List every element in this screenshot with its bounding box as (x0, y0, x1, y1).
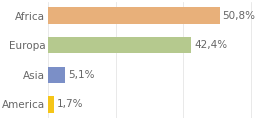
Bar (48, 67, 65, 83)
Bar (48, 7, 220, 24)
Text: 5,1%: 5,1% (68, 70, 94, 80)
Bar (48, 96, 54, 113)
Text: 42,4%: 42,4% (194, 40, 227, 50)
Text: 50,8%: 50,8% (223, 11, 255, 21)
Bar (48, 37, 191, 53)
Text: 1,7%: 1,7% (57, 99, 83, 109)
